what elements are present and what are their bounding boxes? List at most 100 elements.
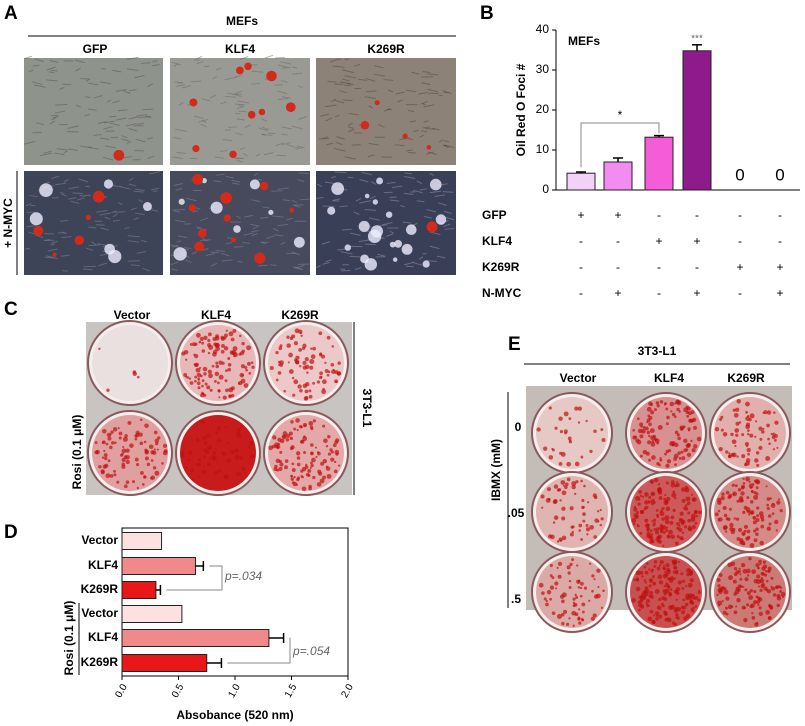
stain-speck <box>751 616 756 620</box>
stain-speck <box>680 487 686 492</box>
texture <box>136 114 148 117</box>
stain-speck <box>144 456 150 461</box>
stain-speck <box>228 331 234 337</box>
stain-speck <box>639 434 644 439</box>
texture <box>112 100 120 104</box>
stain-speck <box>665 582 668 585</box>
stain-speck <box>201 349 206 353</box>
stain-speck <box>687 582 693 588</box>
stain-speck <box>203 393 207 397</box>
texture <box>236 118 246 121</box>
stain-speck <box>187 458 190 462</box>
stain-speck <box>100 469 105 474</box>
stain-speck <box>307 468 312 473</box>
stain-speck <box>308 486 312 491</box>
stain-speck <box>646 406 652 412</box>
stain-speck <box>684 602 689 607</box>
stain-speck <box>772 593 777 597</box>
stain-speck <box>658 614 663 619</box>
texture <box>275 142 285 147</box>
stain-speck <box>633 578 636 582</box>
stain-speck <box>284 465 288 470</box>
stain-speck <box>754 458 759 463</box>
stain-speck <box>652 614 655 617</box>
stain-speck <box>651 492 654 495</box>
texture <box>103 126 113 130</box>
texture <box>48 71 55 74</box>
texture <box>75 67 81 72</box>
stain-speck <box>300 469 304 473</box>
texture <box>273 227 279 232</box>
stain-speck <box>688 411 692 416</box>
stain-speck <box>756 579 762 585</box>
texture <box>297 116 308 120</box>
stain-speck <box>776 596 782 601</box>
stain-speck <box>737 527 743 533</box>
texture <box>43 150 52 154</box>
stain-speck <box>765 485 768 488</box>
texture <box>121 135 128 139</box>
stain-speck <box>656 566 661 571</box>
lipid-droplet <box>254 252 266 264</box>
stain-speck <box>674 496 677 500</box>
texture <box>85 96 91 99</box>
stain-speck <box>739 496 744 501</box>
stain-speck <box>557 561 563 567</box>
stain-speck <box>585 523 589 527</box>
texture <box>258 127 268 132</box>
stain-speck <box>122 436 128 442</box>
stain-speck <box>576 564 579 567</box>
stain-speck <box>730 561 736 567</box>
lipid-droplet <box>92 190 105 203</box>
texture <box>177 235 188 238</box>
stain-speck <box>739 538 744 543</box>
stain-speck <box>735 421 740 426</box>
stain-speck <box>662 544 665 547</box>
stain-speck <box>156 448 159 451</box>
lipid-droplet <box>223 214 231 222</box>
stain-speck <box>299 364 302 368</box>
condition-sign: - <box>778 208 782 222</box>
texture <box>423 104 435 108</box>
stain-speck <box>733 566 738 571</box>
texture <box>252 226 258 230</box>
stain-speck <box>196 372 202 378</box>
lipid-droplet <box>247 110 256 119</box>
texture <box>76 197 85 201</box>
stain-speck <box>647 501 651 504</box>
lipid-droplet <box>33 225 44 236</box>
stain-speck <box>543 446 548 451</box>
stain-speck <box>746 529 751 534</box>
stain-speck <box>305 463 308 467</box>
bar <box>682 50 712 191</box>
cell <box>39 183 53 198</box>
stain-speck <box>716 593 719 597</box>
stain-speck <box>666 568 671 572</box>
stain-speck <box>310 354 316 359</box>
stain-speck <box>206 385 211 390</box>
stain-speck <box>659 536 662 539</box>
texture <box>138 115 151 119</box>
stain-speck <box>646 523 650 527</box>
stain-speck <box>331 345 335 348</box>
stain-speck <box>683 448 688 453</box>
stain-speck <box>762 427 765 430</box>
stain-speck <box>106 432 112 438</box>
stain-speck <box>741 484 746 489</box>
texture <box>386 222 393 225</box>
texture <box>50 114 59 117</box>
texture <box>358 78 368 81</box>
stain-speck <box>180 454 185 459</box>
texture <box>78 178 89 183</box>
texture <box>349 255 362 258</box>
texture <box>429 245 440 250</box>
stain-speck <box>566 565 571 570</box>
stain-speck <box>217 381 220 385</box>
stain-speck <box>749 588 753 593</box>
stain-speck <box>693 510 698 515</box>
micrograph <box>24 58 163 165</box>
stain-speck <box>578 608 581 611</box>
texture <box>244 124 251 129</box>
stain-speck <box>672 508 676 512</box>
cell <box>358 220 370 232</box>
